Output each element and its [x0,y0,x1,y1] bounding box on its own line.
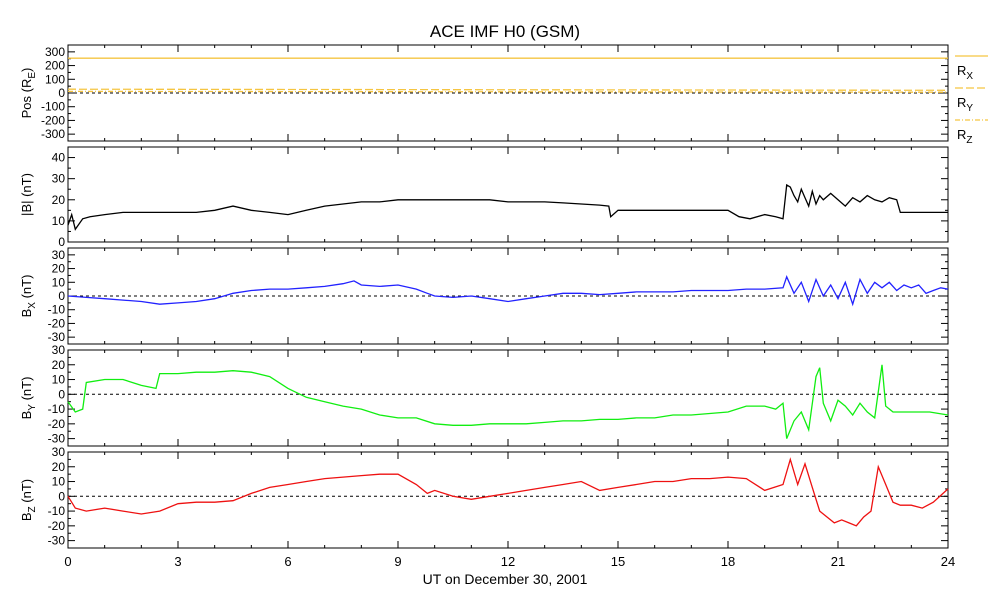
y-tick-label: -30 [48,432,66,446]
y-tick-label: 0 [58,489,65,503]
y-tick-label: 10 [52,475,66,489]
y-tick-label: -30 [48,534,66,548]
panel-frame [67,146,949,243]
y-tick-label: 0 [58,235,65,249]
x-tick-label: 3 [174,554,181,569]
y-tick-label: -20 [48,316,66,330]
series-line-rz [67,90,949,93]
y-tick-label: -20 [48,417,66,431]
x-tick-label: 12 [501,554,515,569]
series-line-ry [67,88,949,91]
y-tick-label: 0 [58,387,65,401]
y-tick-label: 300 [45,45,65,59]
y-tick-label: 30 [52,343,66,357]
x-tick-label: 21 [831,554,845,569]
y-tick-label: -300 [41,127,65,141]
panel-frame [67,349,949,447]
y-tick-label: 40 [52,151,66,165]
y-tick-label: 0 [58,289,65,303]
y-tick-label: 100 [45,72,65,86]
panel-1: 40 30 20 10 0 |B| (nT) [19,146,949,249]
y-axis-label: BZ (nT) [19,479,38,521]
x-tick-label: 18 [721,554,735,569]
y-tick-label: 30 [52,445,66,459]
legend-label-0: RX [957,63,973,82]
x-tick-label: 15 [611,554,625,569]
y-tick-label: 20 [52,193,66,207]
chart-title: ACE IMF H0 (GSM) [430,22,580,41]
y-tick-label: 20 [52,358,66,372]
y-tick-label: -10 [48,303,66,317]
y-tick-label: 0 [58,86,65,100]
y-tick-label: -10 [48,504,66,518]
series-line-b [67,183,948,231]
y-tick-label: 30 [52,172,66,186]
y-tick-label: 10 [52,275,66,289]
y-tick-label: 20 [52,460,66,474]
y-axis-label: |B| (nT) [19,173,34,216]
x-tick-label: 9 [394,554,401,569]
y-tick-label: 200 [45,59,65,73]
y-tick-label: 10 [52,373,66,387]
y-axis-label: Pos (RE) [19,68,38,119]
x-axis: 0 3 6 9 12 15 18 21 24 [64,554,955,569]
y-tick-label: -30 [48,330,66,344]
y-axis-label: BX (nT) [19,275,38,318]
y-tick-label: 20 [52,262,66,276]
x-tick-label: 6 [284,554,291,569]
series-line-bz [67,457,949,527]
y-tick-label: -10 [48,402,66,416]
y-tick-label: 30 [52,248,66,262]
x-tick-label: 24 [941,554,955,569]
series-line-bx [67,275,949,307]
x-tick-label: 0 [64,554,71,569]
y-tick-label: -200 [41,113,65,127]
series-line-by [67,364,949,439]
y-tick-label: 10 [52,214,66,228]
legend-label-2: RZ [957,127,973,146]
x-axis-label: UT on December 30, 2001 [423,571,588,587]
legend-label-1: RY [957,95,973,114]
y-tick-label: -100 [41,100,65,114]
y-tick-label: -20 [48,519,66,533]
y-axis-label: BY (nT) [19,377,38,420]
